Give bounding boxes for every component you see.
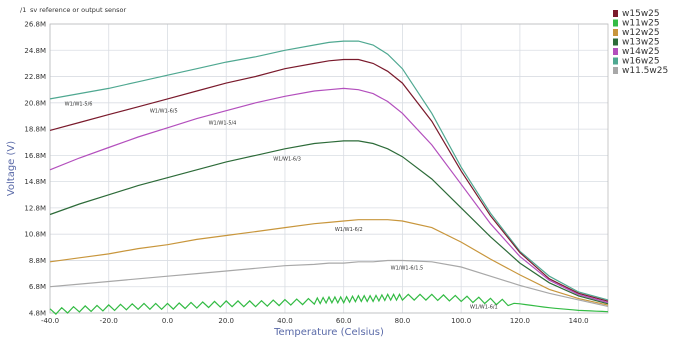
x-tick-label: 0.0	[162, 317, 173, 325]
legend-entry: w15w25	[622, 9, 660, 19]
series-line-w16w25	[49, 40, 609, 301]
legend-swatch	[613, 29, 618, 36]
series-line-w12w25	[49, 219, 609, 306]
x-tick-label: 140.0	[569, 317, 589, 325]
y-tick-label: 10.8M	[24, 231, 46, 239]
legend: w15w25w11w25w12w25w13w25w14w25w16w25w11.…	[613, 9, 668, 76]
legend-swatch	[613, 38, 618, 46]
x-tick-label: -20.0	[100, 317, 118, 325]
y-tick-label: 14.8M	[24, 178, 46, 186]
y-tick-label: 8.8M	[29, 257, 46, 265]
legend-entry: w14w25	[622, 47, 660, 57]
data-label-group: W1/W1-5/6 W1/W1-6/5 W1/W1-5/4 W1/W1-6/3 W1/W…	[65, 101, 498, 310]
legend-swatch	[613, 48, 618, 55]
chart-caption: sv reference or output sensor	[30, 6, 126, 14]
series-data-label: W1/W1-6/3	[273, 156, 301, 162]
x-tick-label: -40.0	[41, 317, 59, 325]
x-axis-title: Temperature (Celsius)	[273, 327, 384, 338]
y-tick-label: 12.8M	[24, 204, 46, 212]
y-tick-label: 18.8M	[24, 126, 46, 134]
series-line-w13w25	[49, 140, 609, 305]
x-tick-label: 80.0	[395, 317, 411, 325]
grid	[49, 23, 608, 314]
series-line-w14w25	[49, 87, 609, 304]
x-tick-label: 20.0	[218, 317, 234, 325]
series-line-w11-5w25	[49, 259, 609, 307]
plot-frame	[49, 23, 609, 314]
legend-entry: w11w25	[622, 19, 660, 29]
series-data-label: W1/W1-5/4	[209, 120, 237, 126]
series-data-label: W1/W1-6/1	[470, 304, 498, 310]
tick-label-group: 4.8M 6.8M 8.8M 10.8M 12.8M 14.8M 16.8M 18.8M 20.…	[24, 21, 588, 326]
series-data-label: W1/W1-6/2	[335, 227, 363, 233]
legend-entry: w12w25	[622, 28, 660, 38]
y-tick-label: 22.8M	[24, 73, 46, 81]
legend-swatch	[613, 67, 618, 74]
x-tick-label: 120.0	[510, 317, 530, 325]
y-tick-label: 4.8M	[29, 310, 46, 318]
legend-entry: w13w25	[622, 38, 660, 48]
y-tick-label: 6.8M	[29, 283, 46, 291]
series-line-w15w25	[49, 58, 609, 302]
legend-entry: w11.5w25	[622, 66, 668, 76]
series-data-label: W1/W1-5/6	[65, 101, 93, 107]
x-tick-label: 100.0	[451, 317, 471, 325]
legend-swatch	[613, 10, 618, 17]
series-line-w11w25	[49, 292, 609, 315]
chart-caption-prefix: /1	[20, 6, 26, 14]
y-tick-label: 26.8M	[24, 21, 46, 29]
legend-swatch	[613, 19, 618, 27]
y-axis-title: Voltage (V)	[6, 141, 17, 196]
x-tick-label: 60.0	[336, 317, 352, 325]
y-tick-label: 16.8M	[24, 152, 46, 160]
series-group	[49, 40, 609, 315]
legend-swatch	[613, 57, 618, 65]
series-data-label: W1/W1-6/5	[150, 109, 178, 115]
x-tick-label: 40.0	[277, 317, 293, 325]
legend-entry: w16w25	[622, 57, 660, 67]
y-tick-label: 24.8M	[24, 47, 46, 55]
y-tick-label: 20.8M	[24, 99, 46, 107]
series-data-label: W1/W1-6/1.5	[391, 265, 424, 271]
